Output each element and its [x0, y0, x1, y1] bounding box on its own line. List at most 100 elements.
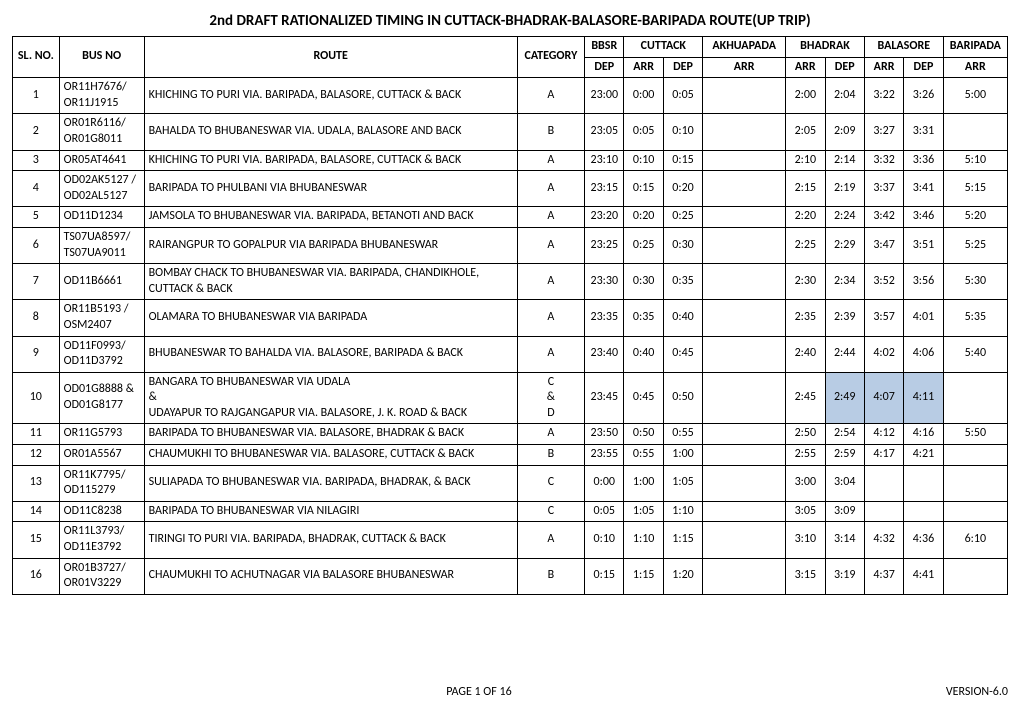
- page-title: 2nd DRAFT RATIONALIZED TIMING IN CUTTACK…: [12, 12, 1008, 30]
- cell-time: [864, 501, 903, 522]
- cell-time: 5:30: [943, 264, 1007, 300]
- cell-route: BAHALDA TO BHUBANESWAR VIA. UDALA, BALAS…: [144, 114, 517, 150]
- cell-time: 3:46: [904, 207, 943, 228]
- cell-time: 0:45: [663, 336, 702, 372]
- cell-time: [703, 150, 786, 171]
- cell-bus: OD01G8888 & OD01G8177: [59, 372, 144, 424]
- cell-time: [703, 558, 786, 594]
- cell-time: [703, 78, 786, 114]
- table-row: 6TS07UA8597/ TS07UA9011RAIRANGPUR TO GOP…: [13, 227, 1008, 263]
- cell-time: 2:24: [825, 207, 864, 228]
- cell-time: 5:10: [943, 150, 1007, 171]
- table-row: 9OD11F0993/ OD11D3792BHUBANESWAR TO BAHA…: [13, 336, 1008, 372]
- th-dep: DEP: [904, 57, 943, 78]
- cell-time: [703, 445, 786, 466]
- table-row: 4OD02AK5127 / OD02AL5127BARIPADA TO PHUL…: [13, 171, 1008, 207]
- cell-time: [703, 501, 786, 522]
- cell-sl: 7: [13, 264, 60, 300]
- cell-time: [864, 465, 903, 501]
- table-row: 3OR05AT4641KHICHING TO PURI VIA. BARIPAD…: [13, 150, 1008, 171]
- cell-time: 0:30: [663, 227, 702, 263]
- cell-time: 23:55: [585, 445, 624, 466]
- cell-sl: 11: [13, 424, 60, 445]
- cell-time: 3:32: [864, 150, 903, 171]
- cell-time: 6:10: [943, 522, 1007, 558]
- cell-time: 2:35: [786, 300, 825, 336]
- cell-time: 23:15: [585, 171, 624, 207]
- cell-sl: 9: [13, 336, 60, 372]
- th-cuttack: CUTTACK: [624, 37, 703, 58]
- th-baripada: BARIPADA: [943, 37, 1007, 58]
- cell-time: 4:12: [864, 424, 903, 445]
- cell-time: [703, 465, 786, 501]
- cell-time: [943, 558, 1007, 594]
- cell-time: 1:00: [663, 445, 702, 466]
- cell-time: 1:10: [663, 501, 702, 522]
- cell-time: [703, 171, 786, 207]
- cell-time: 4:06: [904, 336, 943, 372]
- cell-time: [703, 424, 786, 445]
- table-row: 13OR11K7795/ OD115279SULIAPADA TO BHUBAN…: [13, 465, 1008, 501]
- cell-category: A: [517, 336, 584, 372]
- th-arr: ARR: [703, 57, 786, 78]
- cell-category: C: [517, 465, 584, 501]
- cell-time: 0:40: [624, 336, 663, 372]
- cell-bus: OD11F0993/ OD11D3792: [59, 336, 144, 372]
- cell-time: 4:02: [864, 336, 903, 372]
- cell-time: [703, 227, 786, 263]
- table-body: 1OR11H7676/ OR11J1915KHICHING TO PURI VI…: [13, 78, 1008, 595]
- cell-time: 3:51: [904, 227, 943, 263]
- cell-time: 2:20: [786, 207, 825, 228]
- cell-bus: TS07UA8597/ TS07UA9011: [59, 227, 144, 263]
- cell-sl: 14: [13, 501, 60, 522]
- cell-time: 3:41: [904, 171, 943, 207]
- cell-time: 2:19: [825, 171, 864, 207]
- cell-time: [943, 465, 1007, 501]
- cell-sl: 1: [13, 78, 60, 114]
- cell-time: 2:04: [825, 78, 864, 114]
- cell-time: 23:00: [585, 78, 624, 114]
- cell-time: 23:30: [585, 264, 624, 300]
- table-row: 5OD11D1234JAMSOLA TO BHUBANESWAR VIA. BA…: [13, 207, 1008, 228]
- cell-time: [943, 372, 1007, 424]
- cell-bus: OR01R6116/ OR01G8011: [59, 114, 144, 150]
- cell-category: B: [517, 558, 584, 594]
- cell-time: 0:50: [663, 372, 702, 424]
- cell-time: 3:37: [864, 171, 903, 207]
- th-route: ROUTE: [144, 37, 517, 78]
- cell-time: 4:01: [904, 300, 943, 336]
- cell-time: 23:20: [585, 207, 624, 228]
- cell-time: 4:11: [904, 372, 943, 424]
- cell-time: 23:40: [585, 336, 624, 372]
- cell-time: 1:15: [663, 522, 702, 558]
- cell-time: 0:10: [585, 522, 624, 558]
- cell-bus: OD02AK5127 / OD02AL5127: [59, 171, 144, 207]
- cell-time: [943, 445, 1007, 466]
- table-row: 10OD01G8888 & OD01G8177BANGARA TO BHUBAN…: [13, 372, 1008, 424]
- cell-route: BOMBAY CHACK TO BHUBANESWAR VIA. BARIPAD…: [144, 264, 517, 300]
- cell-time: 0:10: [663, 114, 702, 150]
- cell-time: 3:26: [904, 78, 943, 114]
- cell-time: 3:57: [864, 300, 903, 336]
- th-cat: CATEGORY: [517, 37, 584, 78]
- cell-time: 2:25: [786, 227, 825, 263]
- cell-time: 2:34: [825, 264, 864, 300]
- cell-category: A: [517, 78, 584, 114]
- cell-route: CHAUMUKHI TO BHUBANESWAR VIA. BALASORE, …: [144, 445, 517, 466]
- cell-category: C: [517, 501, 584, 522]
- th-arr: ARR: [624, 57, 663, 78]
- cell-time: 3:14: [825, 522, 864, 558]
- cell-bus: OR05AT4641: [59, 150, 144, 171]
- cell-route: SULIAPADA TO BHUBANESWAR VIA. BARIPADA, …: [144, 465, 517, 501]
- cell-time: 2:00: [786, 78, 825, 114]
- cell-time: 4:16: [904, 424, 943, 445]
- cell-time: 2:55: [786, 445, 825, 466]
- cell-time: 1:05: [624, 501, 663, 522]
- cell-time: 2:10: [786, 150, 825, 171]
- cell-time: 0:00: [585, 465, 624, 501]
- cell-time: 3:22: [864, 78, 903, 114]
- cell-bus: OD11C8238: [59, 501, 144, 522]
- cell-time: 2:14: [825, 150, 864, 171]
- cell-time: 0:05: [624, 114, 663, 150]
- cell-time: 0:45: [624, 372, 663, 424]
